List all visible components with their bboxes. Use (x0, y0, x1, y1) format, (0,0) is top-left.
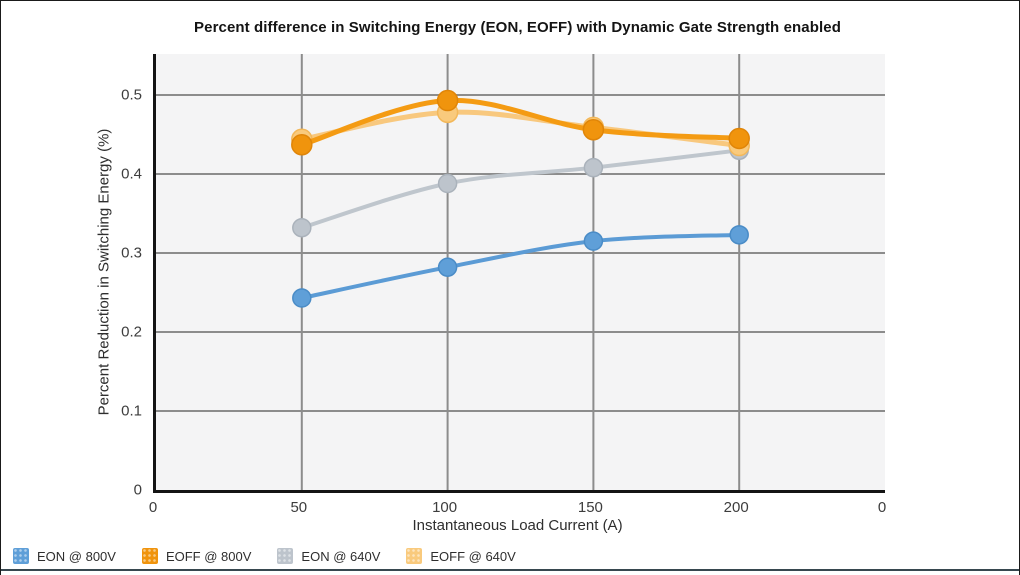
legend-item-eoff-800v[interactable]: EOFF @ 800V (141, 548, 252, 564)
chart-legend: EON @ 800V EOFF @ 800V EON @ 640V EOFF @ 64… (13, 547, 516, 565)
plot-area (153, 54, 885, 493)
legend-label: EON @ 640V (301, 548, 381, 564)
x-tick-label: 100 (432, 499, 458, 516)
legend-item-eoff-640v[interactable]: EOFF @ 640V (406, 548, 516, 564)
data-point-eon-640v (437, 173, 458, 194)
series-line-eon-800v (299, 232, 742, 301)
data-point-eoff-800v (291, 134, 313, 156)
data-point-eon-800v (292, 288, 312, 308)
legend-label: EOFF @ 640V (430, 548, 516, 564)
bottom-divider (1, 569, 1019, 571)
data-point-eon-800v (729, 225, 749, 245)
legend-item-eon-800v[interactable]: EON @ 800V (13, 548, 116, 564)
legend-item-eon-640v[interactable]: EON @ 640V (277, 548, 380, 564)
y-tick-label: 0.1 (121, 402, 142, 420)
data-point-eon-640v (583, 157, 604, 178)
x-axis-title: Instantaneous Load Current (A) (412, 517, 623, 534)
x-tick-label: 50 (290, 499, 308, 516)
x-tick-label: 0 (877, 499, 887, 516)
y-tick-label: 0 (133, 481, 142, 499)
chart-series (291, 89, 750, 308)
legend-label: EOFF @ 800V (165, 548, 252, 564)
x-tick-label: 0 (148, 499, 158, 516)
y-tick-label: 0.3 (121, 244, 142, 262)
data-point-eon-640v (292, 217, 312, 238)
series-line-eoff-640v (299, 109, 742, 149)
y-axis-title: Percent Reduction in Switching Energy (%… (95, 128, 113, 416)
legend-swatch-eoff-640v (406, 548, 423, 564)
legend-swatch-eon-640v (277, 548, 294, 564)
legend-swatch-eon-800v (13, 548, 29, 564)
x-tick-label: 150 (577, 499, 603, 516)
chart-title: Percent difference in Switching Energy (… (194, 19, 841, 36)
series-line-eon-640v (299, 148, 742, 230)
data-point-eon-800v (437, 257, 458, 277)
data-point-eon-800v (583, 231, 604, 251)
x-tick-label: 200 (723, 499, 749, 516)
y-tick-label: 0.4 (121, 165, 142, 183)
legend-swatch-eoff-800v (141, 548, 158, 564)
series-line-eoff-800v (299, 97, 742, 148)
legend-label: EON @ 800V (37, 548, 116, 564)
y-tick-label: 0.5 (121, 86, 142, 104)
data-point-eoff-800v (728, 127, 750, 150)
data-point-eoff-800v (436, 89, 459, 112)
y-tick-label: 0.2 (121, 323, 142, 341)
data-point-eoff-800v (582, 119, 605, 141)
